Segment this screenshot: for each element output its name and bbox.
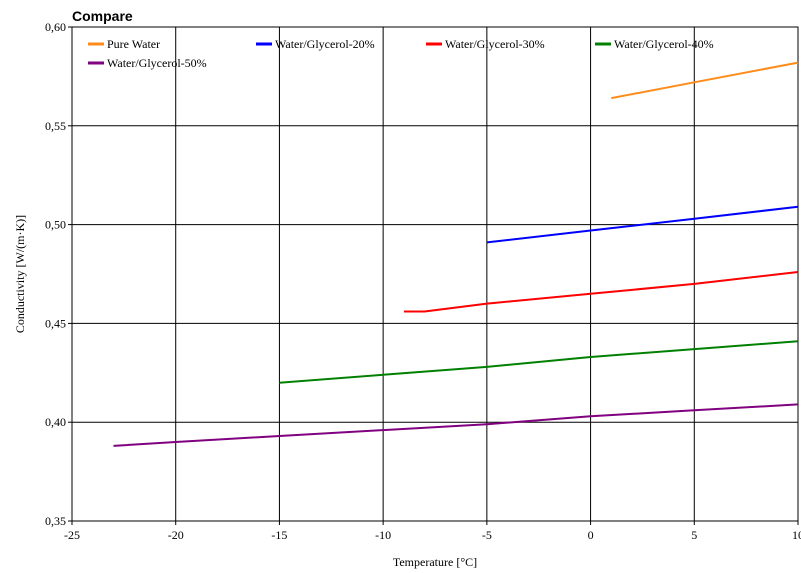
y-tick-label: 0,50: [45, 218, 66, 232]
y-tick-label: 0,35: [45, 514, 66, 528]
x-tick-label: -20: [168, 528, 184, 542]
y-tick-label: 0,60: [45, 20, 66, 34]
y-tick-label: 0,55: [45, 119, 66, 133]
y-tick-label: 0,40: [45, 415, 66, 429]
y-tick-label: 0,45: [45, 316, 66, 330]
legend-label: Water/Glycerol-30%: [445, 37, 545, 51]
series-line: [611, 63, 798, 99]
grid: [72, 27, 798, 521]
x-tick-label: -15: [271, 528, 287, 542]
x-tick-label: -5: [482, 528, 492, 542]
chart-title: Compare: [72, 8, 133, 24]
x-tick-label: 10: [792, 528, 801, 542]
x-axis-label: Temperature [°C]: [393, 555, 477, 569]
series-layer: [114, 63, 799, 446]
x-tick-label: 5: [691, 528, 697, 542]
plot-area-frame: [72, 27, 798, 521]
x-tick-label: -10: [375, 528, 391, 542]
x-axis-ticks: -25 -20 -15 -10 -5 0 5 10: [64, 521, 801, 542]
series-line: [114, 404, 799, 446]
y-axis-ticks: 0,35 0,40 0,45 0,50 0,55 0,60: [45, 20, 72, 528]
x-tick-label: -25: [64, 528, 80, 542]
series-line: [279, 341, 798, 383]
x-tick-label: 0: [588, 528, 594, 542]
legend-label: Pure Water: [107, 37, 160, 51]
legend: Pure Water Water/Glycerol-20% Water/Glycer…: [88, 37, 714, 70]
legend-label: Water/Glycerol-40%: [614, 37, 714, 51]
legend-label: Water/Glycerol-20%: [275, 37, 375, 51]
series-line: [404, 272, 798, 312]
legend-label: Water/Glycerol-50%: [107, 56, 207, 70]
y-axis-label: Conductivity [W/(m·K)]: [13, 215, 27, 333]
